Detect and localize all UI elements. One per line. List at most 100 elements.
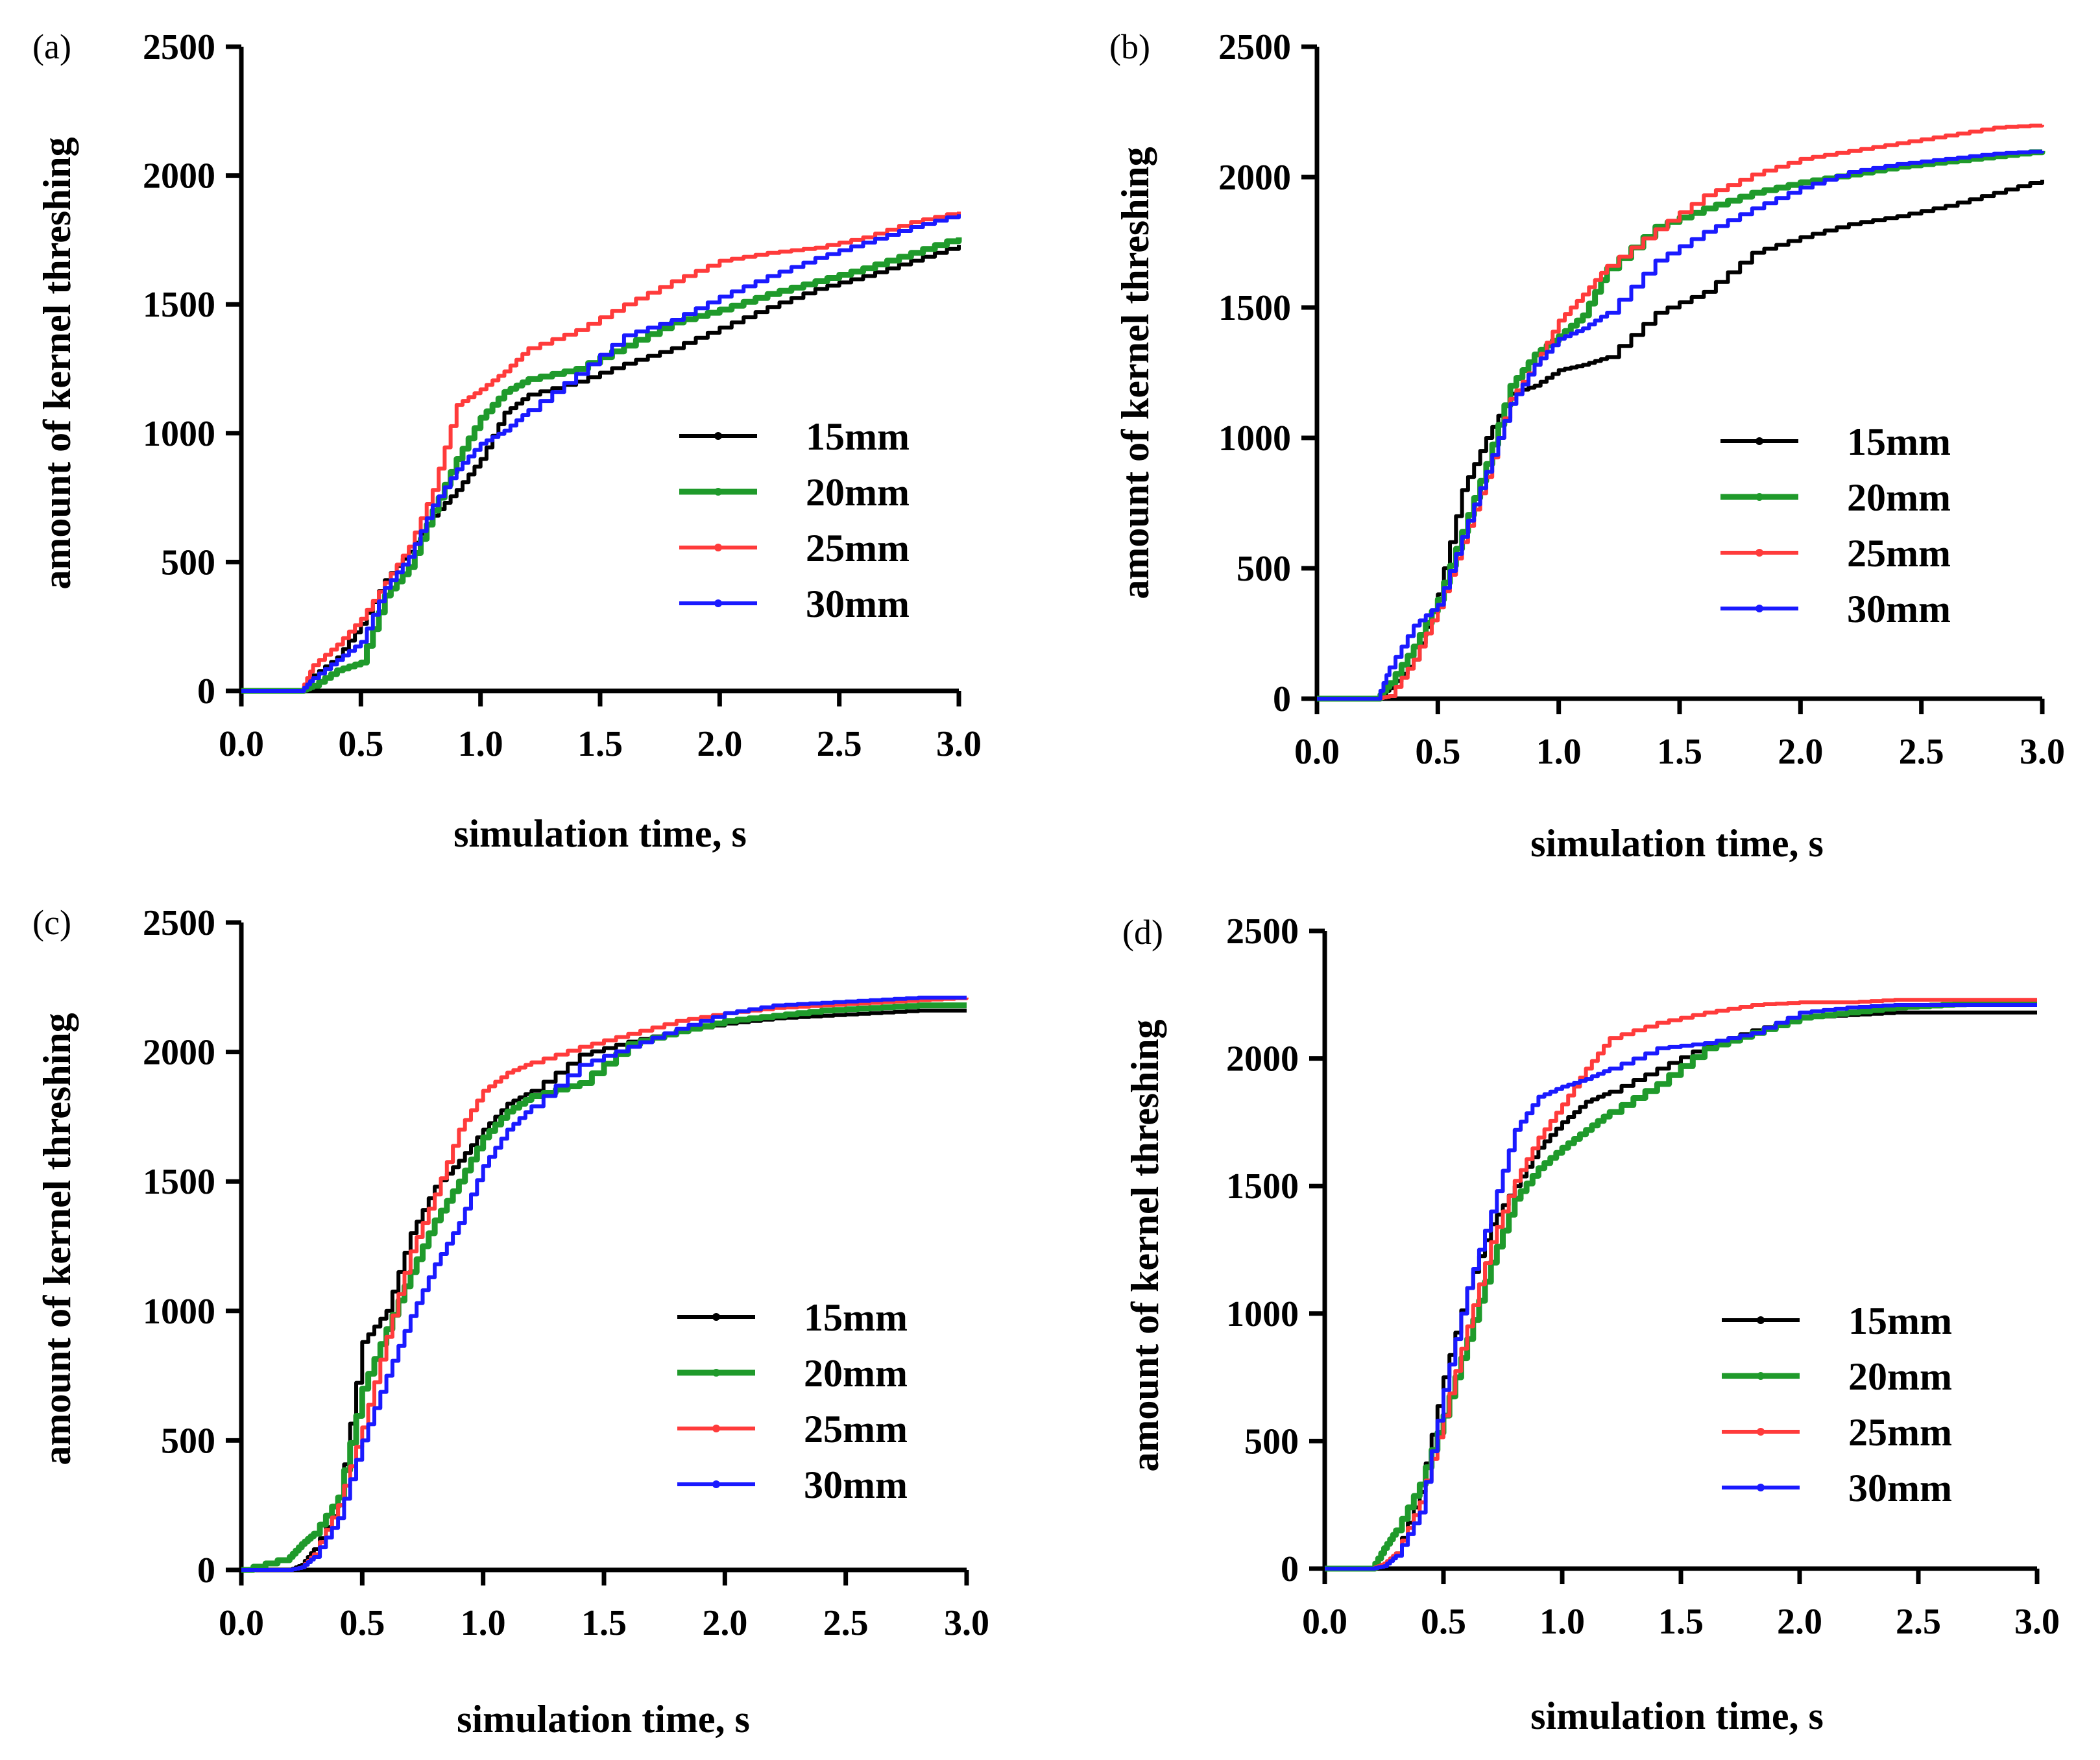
x-axis-title: simulation time, s (453, 812, 747, 855)
y-tick-label: 1500 (1226, 1166, 1299, 1207)
x-axis-title: simulation time, s (457, 1698, 750, 1741)
panel-label: (b) (1109, 27, 1150, 66)
legend-label-20mm: 20mm (806, 471, 910, 514)
y-tick-label: 1000 (1226, 1294, 1299, 1334)
y-tick-label: 500 (161, 542, 215, 583)
panel-label: (c) (32, 903, 71, 942)
panel-label: (d) (1122, 913, 1163, 952)
x-tick-label: 0.0 (1294, 732, 1340, 772)
legend-label-15mm: 15mm (804, 1296, 908, 1339)
legend-label-25mm: 25mm (806, 527, 910, 570)
y-tick-label: 1500 (1218, 288, 1291, 328)
y-tick-label: 0 (1273, 679, 1291, 719)
y-tick-label: 2000 (143, 1033, 215, 1073)
series-line-25mm (1317, 123, 2044, 701)
y-tick-label: 500 (1237, 549, 1291, 589)
legend-label-20mm: 20mm (1847, 476, 1951, 519)
x-tick-label: 0.0 (219, 724, 264, 764)
legend-marker-25mm (712, 1425, 720, 1432)
legend-label-25mm: 25mm (1847, 532, 1951, 575)
y-tick-label: 2000 (1218, 158, 1291, 198)
x-axis-title: simulation time, s (1530, 822, 1824, 865)
legend-marker-25mm (1757, 1428, 1765, 1436)
series-line-20mm (241, 1002, 967, 1573)
y-tick-label: 1000 (143, 1292, 215, 1332)
y-tick-label: 0 (1281, 1549, 1299, 1589)
series-line-30mm (241, 214, 961, 693)
legend-label-20mm: 20mm (1848, 1355, 1952, 1398)
y-tick-label: 2000 (1226, 1039, 1299, 1079)
series-line-20mm (241, 237, 962, 694)
x-tick-label: 1.5 (1657, 732, 1702, 772)
x-tick-label: 0.5 (338, 724, 383, 764)
x-tick-label: 3.0 (944, 1603, 989, 1643)
chart-panel-a: (a) simulation time, s amount of kernel … (32, 27, 982, 855)
legend-label-25mm: 25mm (1848, 1411, 1952, 1454)
legend-marker-20mm (712, 1369, 720, 1377)
series-line-25mm (1325, 998, 2037, 1571)
legend-label-25mm: 25mm (804, 1408, 908, 1451)
legend-label-15mm: 15mm (1847, 420, 1951, 463)
y-tick-label: 2500 (1226, 911, 1299, 952)
legend-marker-30mm (714, 599, 722, 607)
x-axis-title: simulation time, s (1530, 1694, 1824, 1737)
y-tick-label: 2500 (143, 903, 215, 943)
legend-marker-20mm (1757, 1372, 1765, 1380)
legend-marker-30mm (1757, 1484, 1765, 1491)
chart-panel-c: (c) simulation time, s amount of kernel … (32, 903, 989, 1741)
y-tick-label: 0 (197, 1550, 215, 1591)
panel-label: (a) (32, 27, 71, 66)
x-tick-label: 3.0 (2014, 1602, 2060, 1642)
y-tick-label: 1000 (143, 414, 215, 454)
chart-panel-d: (d) simulation time, s amount of kernel … (1122, 911, 2060, 1737)
x-tick-label: 1.0 (1536, 732, 1582, 772)
series-line-30mm (1317, 149, 2044, 701)
legend-marker-25mm (1756, 549, 1763, 557)
y-tick-label: 2500 (143, 27, 215, 67)
x-tick-label: 2.5 (823, 1603, 869, 1643)
y-tick-label: 2000 (143, 156, 215, 197)
x-tick-label: 2.0 (1778, 732, 1823, 772)
y-axis-title: amount of kernel threshing (1114, 147, 1157, 599)
x-tick-label: 1.0 (1539, 1602, 1585, 1642)
x-tick-label: 2.0 (697, 724, 742, 764)
x-tick-label: 1.5 (1658, 1602, 1704, 1642)
chart-panel-b: (b) simulation time, s amount of kernel … (1109, 27, 2065, 865)
legend-marker-15mm (1756, 437, 1763, 445)
legend-label-30mm: 30mm (1848, 1467, 1952, 1510)
x-tick-label: 1.0 (461, 1603, 506, 1643)
legend-marker-15mm (712, 1313, 720, 1321)
y-tick-label: 500 (1244, 1421, 1299, 1462)
legend-marker-30mm (1756, 605, 1763, 612)
x-tick-label: 1.0 (458, 724, 503, 764)
legend-marker-25mm (714, 544, 722, 551)
x-tick-label: 3.0 (936, 724, 982, 764)
legend-marker-20mm (1756, 493, 1763, 501)
x-tick-label: 2.5 (1899, 732, 1944, 772)
legend-label-20mm: 20mm (804, 1352, 908, 1395)
y-axis-title: amount of kernel threshing (36, 137, 78, 589)
x-tick-label: 0.5 (1415, 732, 1460, 772)
x-tick-label: 0.0 (1302, 1602, 1347, 1642)
x-tick-label: 0.0 (219, 1603, 264, 1643)
y-tick-label: 1500 (143, 1162, 215, 1202)
y-axis-title: amount of kernel threshing (36, 1013, 78, 1465)
y-tick-label: 500 (161, 1421, 215, 1461)
y-axis-title: amount of kernel threshing (1124, 1019, 1166, 1471)
legend-label-30mm: 30mm (806, 583, 910, 625)
x-tick-label: 0.5 (1421, 1602, 1466, 1642)
series-line-30mm (1325, 1003, 2037, 1571)
x-tick-label: 2.0 (1777, 1602, 1822, 1642)
x-tick-label: 0.5 (339, 1603, 385, 1643)
y-tick-label: 1500 (143, 285, 215, 325)
x-tick-label: 2.5 (1896, 1602, 1941, 1642)
x-tick-label: 2.5 (817, 724, 862, 764)
legend-label-30mm: 30mm (804, 1464, 908, 1506)
series-line-25mm (241, 211, 961, 693)
legend-marker-20mm (714, 488, 722, 496)
x-tick-label: 3.0 (2020, 732, 2065, 772)
legend-marker-15mm (1757, 1316, 1765, 1324)
x-tick-label: 1.5 (577, 724, 623, 764)
series-line-25mm (241, 996, 969, 1572)
